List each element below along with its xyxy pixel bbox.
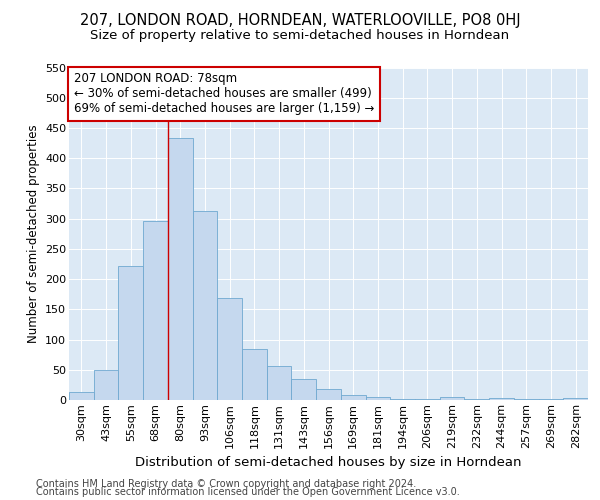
Bar (94, 370, 118, 400)
Bar (390, 399, 415, 400)
Text: 207 LONDON ROAD: 78sqm
← 30% of semi-detached houses are smaller (499)
69% of se: 207 LONDON ROAD: 78sqm ← 30% of semi-det… (74, 72, 374, 116)
Text: Size of property relative to semi-detached houses in Horndean: Size of property relative to semi-detach… (91, 29, 509, 42)
Y-axis label: Number of semi-detached properties: Number of semi-detached properties (26, 124, 40, 343)
X-axis label: Distribution of semi-detached houses by size in Horndean: Distribution of semi-detached houses by … (135, 456, 522, 469)
Bar (489, 398, 514, 400)
Bar (193, 212, 217, 400)
Bar (267, 366, 292, 400)
Bar (217, 298, 242, 400)
Bar (365, 397, 390, 400)
Text: Contains HM Land Registry data © Crown copyright and database right 2024.: Contains HM Land Registry data © Crown c… (36, 479, 416, 489)
Bar (168, 138, 193, 400)
Bar (242, 349, 267, 400)
Text: Contains public sector information licensed under the Open Government Licence v3: Contains public sector information licen… (36, 487, 460, 497)
Bar (292, 379, 316, 400)
Bar (440, 397, 464, 400)
Text: 207, LONDON ROAD, HORNDEAN, WATERLOOVILLE, PO8 0HJ: 207, LONDON ROAD, HORNDEAN, WATERLOOVILL… (80, 12, 520, 28)
Bar (143, 221, 168, 400)
Bar (118, 266, 143, 400)
Bar (316, 389, 341, 400)
Bar (69, 392, 94, 400)
Bar (563, 398, 588, 400)
Bar (341, 395, 365, 400)
